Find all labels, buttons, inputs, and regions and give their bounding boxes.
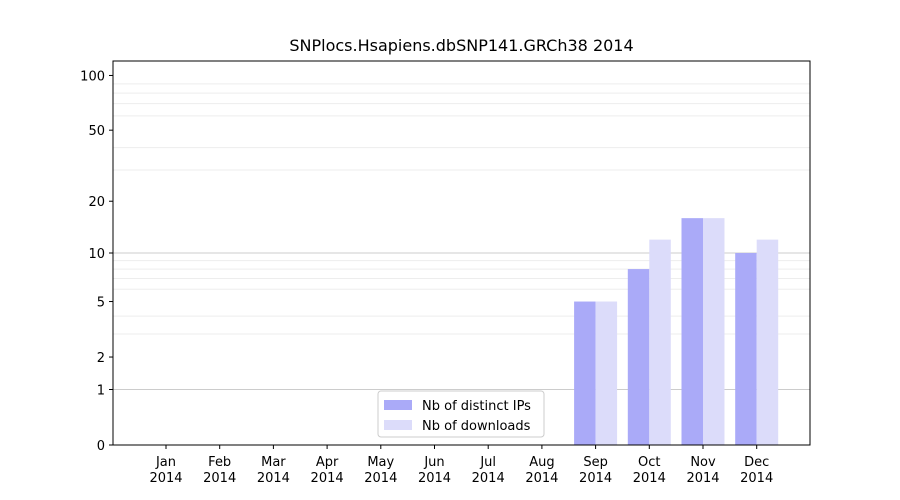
legend: Nb of distinct IPs Nb of downloads [377, 390, 545, 438]
x-tick-label: Apr 2014 [311, 455, 344, 486]
y-axis: 0 1 2 5 10 20 50 100 [80, 69, 113, 454]
y-tick-label: 0 [97, 439, 105, 454]
x-tick-label: Feb 2014 [203, 455, 236, 486]
bars [574, 218, 779, 445]
legend-label: Nb of downloads [422, 419, 531, 434]
x-tick-label: Nov 2014 [686, 455, 719, 486]
x-tick-label: Aug 2014 [525, 455, 558, 486]
x-tick-label: Oct 2014 [633, 455, 666, 486]
bar-distinct-ips [574, 301, 596, 445]
bar-distinct-ips [627, 269, 650, 445]
x-tick-label: Dec 2014 [740, 455, 773, 486]
bar-distinct-ips [681, 218, 703, 445]
x-tick-label: Sep 2014 [579, 455, 612, 486]
y-tick-label: 5 [97, 296, 105, 311]
y-tick-label: 20 [88, 195, 105, 210]
bar-downloads [649, 239, 671, 445]
y-tick-label: 1 [97, 383, 105, 398]
y-tick-label: 50 [88, 124, 105, 139]
x-tick-label: Mar 2014 [257, 455, 290, 486]
legend-swatch [384, 400, 412, 410]
chart-title: SNPlocs.Hsapiens.dbSNP141.GRCh38 2014 [289, 36, 633, 55]
y-tick-label: 100 [80, 69, 105, 84]
y-tick-label: 10 [88, 247, 105, 262]
legend-label: Nb of distinct IPs [422, 399, 531, 414]
legend-box [377, 390, 545, 438]
x-tick-label: Jul 2014 [472, 455, 505, 486]
x-axis: Jan 2014 Feb 2014 Mar 2014 Apr 2014 May 2014 Jun 20… [149, 445, 773, 486]
bar-distinct-ips [735, 253, 757, 445]
bar-downloads [595, 301, 618, 445]
x-tick-label: May 2014 [364, 455, 397, 486]
y-tick-label: 2 [97, 351, 105, 366]
bar-downloads [756, 239, 779, 445]
x-tick-label: Jan 2014 [149, 455, 182, 486]
legend-swatch [384, 420, 412, 430]
x-tick-label: Jun 2014 [418, 455, 451, 486]
bar-downloads [703, 218, 725, 445]
